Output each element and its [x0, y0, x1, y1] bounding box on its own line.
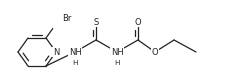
Text: H: H	[72, 60, 78, 66]
Text: NH: NH	[69, 48, 81, 57]
Text: S: S	[93, 17, 99, 26]
Text: Br: Br	[62, 13, 71, 22]
Text: N: N	[53, 48, 59, 57]
Text: NH: NH	[111, 48, 123, 57]
Text: H: H	[114, 60, 120, 66]
Text: O: O	[152, 48, 158, 57]
Text: O: O	[135, 17, 141, 26]
